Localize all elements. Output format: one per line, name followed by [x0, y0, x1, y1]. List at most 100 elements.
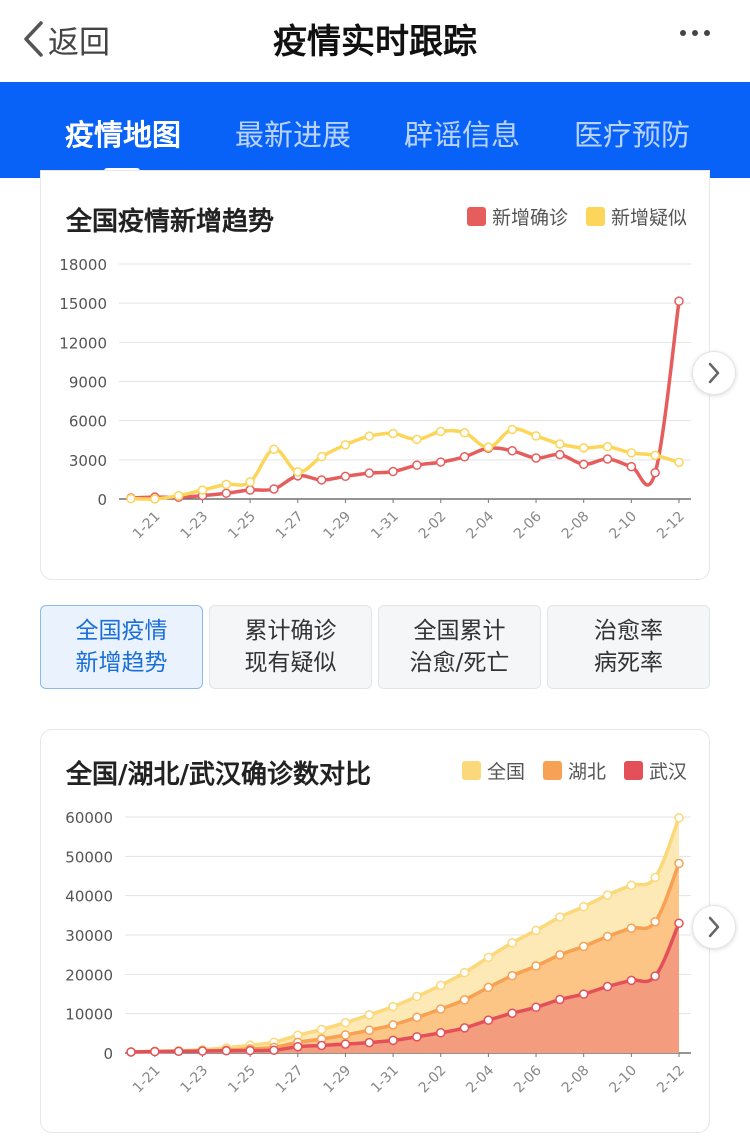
x-tick-label: 2-04 — [463, 1062, 497, 1096]
x-tick-label: 1-23 — [178, 1063, 212, 1097]
series-line — [130, 427, 680, 501]
data-point — [150, 494, 160, 504]
x-tick-label: 1-21 — [130, 1063, 164, 1097]
legend-item-new-confirmed: 新增确诊 — [466, 203, 568, 230]
legend-swatch — [542, 761, 562, 780]
nav-header: 返回 疫情实时跟踪 — [0, 0, 750, 82]
x-tick-label: 2-02 — [416, 509, 450, 543]
data-point — [340, 1039, 351, 1049]
chart-option-cured-deaths[interactable]: 全国累计 治愈/死亡 — [378, 605, 541, 689]
chart-legend: 新增确诊 新增疑似 — [466, 203, 687, 230]
x-tick-label: 2-04 — [463, 508, 497, 542]
data-point — [602, 931, 613, 942]
data-point — [269, 1045, 279, 1056]
area-wuhan — [131, 923, 679, 1053]
data-point — [197, 1046, 208, 1056]
data-point — [602, 981, 613, 992]
data-point — [197, 485, 208, 495]
tab-latest-progress[interactable]: 最新进展 — [235, 118, 352, 152]
data-point — [578, 443, 589, 453]
chart-option-rates[interactable]: 治愈率 病死率 — [547, 605, 710, 689]
data-point — [555, 950, 565, 960]
data-point — [555, 994, 565, 1005]
x-tick-label: 2-08 — [559, 1063, 593, 1097]
x-tick-label: 2-10 — [606, 509, 640, 543]
x-tick-label: 1-29 — [320, 509, 354, 543]
data-point — [555, 439, 565, 449]
chart-next-button[interactable] — [692, 351, 736, 395]
chevron-right-icon — [708, 362, 720, 384]
data-point — [150, 1046, 160, 1057]
x-tick-label: 2-12 — [654, 509, 688, 543]
y-tick-label: 18000 — [59, 256, 107, 274]
data-point — [388, 428, 398, 439]
data-point — [626, 975, 637, 986]
data-point — [340, 440, 351, 450]
x-tick-label: 2-12 — [654, 1063, 688, 1097]
chart-option-cumulative-confirmed[interactable]: 累计确诊 现有疑似 — [209, 605, 372, 689]
x-tick-label: 2-06 — [511, 1062, 545, 1096]
data-point — [507, 938, 517, 948]
data-point — [674, 918, 684, 928]
chart-next-button[interactable] — [692, 905, 736, 949]
data-point — [269, 484, 279, 494]
data-point — [459, 967, 470, 978]
data-point — [555, 912, 565, 922]
chart-title: 全国疫情新增趋势 — [66, 207, 275, 237]
chart-title: 全国/湖北/武汉确诊数对比 — [66, 760, 371, 790]
data-point — [340, 1030, 351, 1040]
data-point — [221, 488, 232, 498]
back-label: 返回 — [48, 24, 110, 61]
data-point — [364, 1025, 375, 1035]
data-point — [364, 1010, 375, 1020]
legend-label: 武汉 — [648, 761, 687, 783]
x-tick-label: 1-21 — [130, 509, 164, 543]
new-cases-trend-card: 全国疫情新增趋势 新增确诊 新增疑似 0 3000 6000 9000 12000 150… — [40, 170, 710, 580]
x-tick-label: 1-25 — [225, 1063, 259, 1097]
legend-label: 新增疑似 — [610, 207, 687, 229]
data-point — [269, 444, 279, 455]
data-point — [435, 457, 446, 467]
back-button[interactable]: 返回 — [22, 16, 110, 62]
data-point — [674, 858, 684, 869]
data-point — [578, 459, 589, 470]
more-menu-icon[interactable] — [680, 30, 710, 36]
legend-item-new-suspected: 新增疑似 — [585, 203, 687, 230]
data-point — [650, 971, 660, 981]
data-point — [578, 941, 589, 952]
y-tick-label: 20000 — [65, 966, 113, 984]
page-title: 疫情实时跟踪 — [273, 22, 477, 62]
data-point — [459, 428, 470, 438]
data-point — [531, 431, 541, 441]
y-tick-label: 9000 — [69, 374, 107, 392]
data-point — [626, 880, 637, 891]
chart-option-new-trend[interactable]: 全国疫情 新增趋势 — [40, 605, 203, 689]
option-line1: 全国累计 — [413, 618, 506, 644]
tab-rumor-info[interactable]: 辟谣信息 — [404, 118, 521, 152]
data-point — [364, 468, 375, 478]
data-point — [674, 296, 684, 306]
data-point — [483, 982, 494, 993]
y-tick-label: 6000 — [69, 413, 107, 431]
data-point — [126, 1047, 136, 1057]
y-tick-label: 60000 — [65, 809, 113, 827]
x-tick-label: 1-31 — [368, 509, 402, 543]
legend-item-wuhan: 武汉 — [623, 757, 687, 784]
data-point — [650, 450, 660, 461]
tab-medical-prevention[interactable]: 医疗预防 — [574, 118, 691, 152]
data-point — [626, 923, 637, 933]
option-line2: 病死率 — [594, 650, 663, 676]
x-tick-label: 2-08 — [559, 509, 593, 543]
data-point — [316, 1040, 327, 1051]
x-tick-label: 1-31 — [368, 1063, 402, 1097]
data-point — [674, 813, 684, 823]
tab-epidemic-map[interactable]: 疫情地图 — [65, 118, 182, 152]
data-point — [531, 1002, 541, 1013]
data-point — [245, 1045, 255, 1056]
data-point — [650, 872, 660, 883]
x-tick-label: 1-23 — [178, 509, 212, 543]
data-point — [412, 991, 422, 1002]
option-line1: 治愈率 — [594, 618, 663, 644]
y-tick-label: 3000 — [69, 452, 107, 470]
legend-item-national: 全国 — [461, 757, 525, 784]
